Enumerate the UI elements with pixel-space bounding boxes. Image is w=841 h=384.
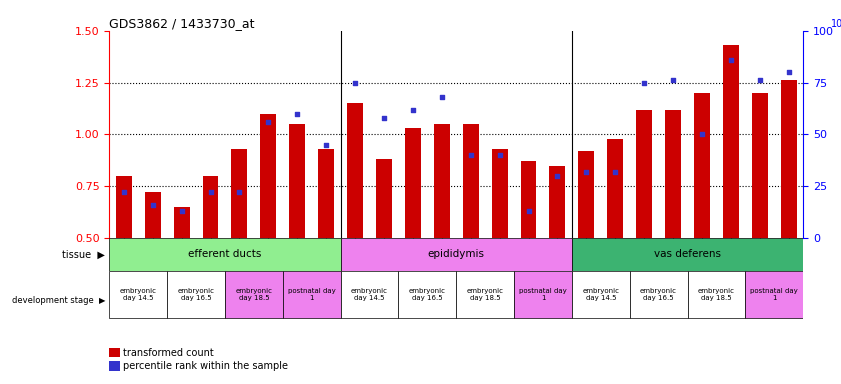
Point — [464, 152, 478, 158]
Point — [262, 119, 275, 125]
Point — [551, 173, 564, 179]
Point — [117, 189, 130, 195]
Bar — [173, 207, 189, 342]
Text: vas deferens: vas deferens — [654, 249, 721, 260]
Text: GDS3862 / 1433730_at: GDS3862 / 1433730_at — [109, 17, 255, 30]
Point — [378, 115, 391, 121]
Bar — [572, 271, 630, 318]
Bar — [399, 271, 456, 318]
Point — [290, 111, 304, 117]
Bar — [521, 161, 537, 342]
Text: postnatal day
1: postnatal day 1 — [519, 288, 567, 301]
Bar — [514, 271, 572, 318]
Text: embryonic
day 18.5: embryonic day 18.5 — [235, 288, 272, 301]
Point — [348, 79, 362, 86]
Point — [204, 189, 217, 195]
Bar — [203, 176, 219, 342]
Text: embryonic
day 16.5: embryonic day 16.5 — [409, 288, 446, 301]
Bar — [745, 271, 803, 318]
Bar — [376, 159, 392, 342]
Bar — [752, 93, 768, 342]
Point — [579, 169, 593, 175]
Bar — [579, 151, 595, 342]
Text: embryonic
day 16.5: embryonic day 16.5 — [177, 288, 214, 301]
Bar — [261, 114, 277, 342]
Bar — [723, 45, 739, 342]
Point — [175, 208, 188, 214]
Bar — [231, 149, 247, 342]
Point — [146, 202, 160, 208]
Bar — [405, 128, 420, 342]
Point — [320, 142, 333, 148]
Bar — [630, 271, 687, 318]
Point — [406, 106, 420, 113]
Bar — [636, 109, 652, 342]
Bar — [225, 271, 283, 318]
Bar — [145, 192, 161, 342]
Text: epididymis: epididymis — [428, 249, 484, 260]
Text: postnatal day
1: postnatal day 1 — [750, 288, 798, 301]
Text: tissue  ▶: tissue ▶ — [62, 249, 105, 260]
Bar — [289, 124, 305, 342]
Bar — [463, 124, 479, 342]
Text: embryonic
day 14.5: embryonic day 14.5 — [351, 288, 388, 301]
Bar — [318, 149, 334, 342]
Bar — [492, 149, 508, 342]
Bar — [341, 238, 572, 271]
Bar — [347, 103, 363, 342]
Bar — [167, 271, 225, 318]
Text: embryonic
day 14.5: embryonic day 14.5 — [582, 288, 619, 301]
Bar — [687, 271, 745, 318]
Bar — [780, 81, 796, 342]
Bar — [694, 93, 710, 342]
Point — [696, 131, 709, 137]
Text: embryonic
day 14.5: embryonic day 14.5 — [119, 288, 156, 301]
Point — [637, 79, 651, 86]
Point — [233, 189, 246, 195]
Text: embryonic
day 16.5: embryonic day 16.5 — [640, 288, 677, 301]
Text: efferent ducts: efferent ducts — [188, 249, 262, 260]
Point — [782, 69, 796, 75]
Text: 100%: 100% — [831, 19, 841, 29]
Point — [666, 78, 680, 84]
Bar — [572, 238, 803, 271]
Bar — [109, 271, 167, 318]
Text: embryonic
day 18.5: embryonic day 18.5 — [698, 288, 735, 301]
Bar — [607, 139, 623, 342]
Bar — [109, 238, 341, 271]
Point — [493, 152, 506, 158]
Text: development stage  ▶: development stage ▶ — [12, 296, 105, 305]
Text: postnatal day
1: postnatal day 1 — [288, 288, 336, 301]
Point — [521, 208, 535, 214]
Point — [753, 78, 766, 84]
Text: embryonic
day 18.5: embryonic day 18.5 — [467, 288, 504, 301]
Bar — [116, 176, 132, 342]
Bar — [341, 271, 399, 318]
Bar — [283, 271, 341, 318]
Bar — [665, 109, 681, 342]
Bar — [549, 166, 565, 342]
Bar — [456, 271, 514, 318]
Bar — [434, 124, 450, 342]
Point — [724, 57, 738, 63]
Text: transformed count: transformed count — [123, 348, 214, 358]
Point — [609, 169, 622, 175]
Point — [435, 94, 448, 100]
Text: percentile rank within the sample: percentile rank within the sample — [123, 361, 288, 371]
